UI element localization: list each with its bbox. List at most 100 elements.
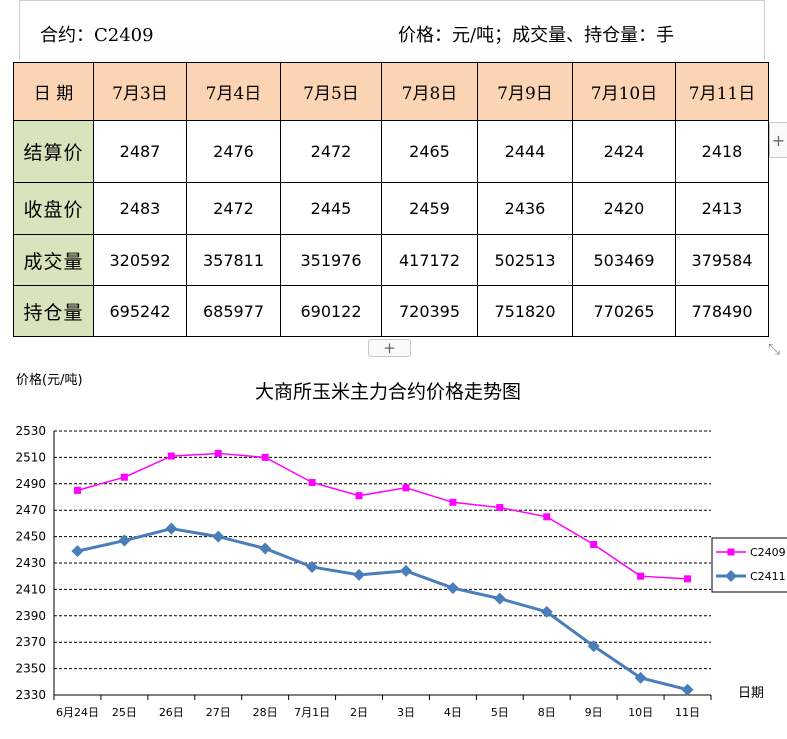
x-tick-label: 26日 xyxy=(159,706,184,719)
data-point xyxy=(684,575,692,583)
legend-label: C2411 xyxy=(750,570,786,583)
row-label: 持仓量 xyxy=(13,285,94,337)
data-point xyxy=(214,449,222,457)
y-tick-label: 2530 xyxy=(15,424,46,438)
table-cell: 2444 xyxy=(477,120,573,183)
table-cell: 2487 xyxy=(93,120,187,183)
table-cell: 2472 xyxy=(280,120,382,183)
x-tick-label: 27日 xyxy=(206,706,231,719)
y-tick-label: 2470 xyxy=(15,503,46,517)
header-cell-day: 7月11日 xyxy=(675,62,769,121)
legend-marker xyxy=(725,570,737,582)
x-tick-label: 6月24日 xyxy=(56,706,99,719)
y-tick-label: 2410 xyxy=(15,582,46,596)
y-axis-label: 价格(元/吨) xyxy=(16,372,83,388)
table-cell: 778490 xyxy=(675,285,769,337)
table-row: 持仓量 695242 685977 690122 720395 751820 7… xyxy=(13,285,769,337)
table-cell: 2459 xyxy=(381,182,478,235)
table-header-row: 日 期 7月3日 7月4日 7月5日 7月8日 7月9日 7月10日 7月11日 xyxy=(13,62,769,121)
table-cell: 2445 xyxy=(280,182,382,235)
table-cell: 720395 xyxy=(381,285,478,337)
table-cell: 357811 xyxy=(186,234,281,286)
header-cell-day: 7月5日 xyxy=(280,62,382,121)
x-tick-label: 3日 xyxy=(397,706,415,719)
x-tick-label: 7月1日 xyxy=(294,706,330,719)
y-tick-label: 2330 xyxy=(15,688,46,702)
row-label: 结算价 xyxy=(13,120,94,183)
table-cell: 379584 xyxy=(675,234,769,286)
table-cell: 502513 xyxy=(477,234,573,286)
data-point xyxy=(118,534,131,547)
y-tick-label: 2490 xyxy=(15,477,46,491)
table-cell: 2420 xyxy=(572,182,676,235)
y-tick-label: 2510 xyxy=(15,450,46,464)
table-cell: 685977 xyxy=(186,285,281,337)
header-cell-day: 7月8日 xyxy=(381,62,478,121)
y-tick-label: 2390 xyxy=(15,609,46,623)
header-cell-date: 日 期 xyxy=(13,62,94,121)
x-tick-label: 28日 xyxy=(253,706,278,719)
data-point xyxy=(165,522,178,535)
grid-lines xyxy=(53,430,711,696)
table-row: 收盘价 2483 2472 2445 2459 2436 2420 2413 xyxy=(13,182,769,235)
chart-title: 大商所玉米主力合约价格走势图 xyxy=(255,381,521,403)
table-cell: 695242 xyxy=(93,285,187,337)
x-tick-label: 4日 xyxy=(444,706,462,719)
table-cell: 2476 xyxy=(186,120,281,183)
y-tick-labels: 2330 2350 2370 2390 2410 2430 2450 2470 2490 2510… xyxy=(15,424,46,702)
data-point xyxy=(587,640,600,653)
units-label: 价格：元/吨；成交量、持仓量：手 xyxy=(398,25,675,46)
data-point xyxy=(590,541,598,549)
data-point xyxy=(259,542,272,555)
table-cell: 690122 xyxy=(280,285,382,337)
y-tick-label: 2430 xyxy=(15,556,46,570)
table-cell: 2483 xyxy=(93,182,187,235)
x-tick-label: 25日 xyxy=(112,706,137,719)
series-line-C2409 xyxy=(77,452,688,580)
price-trend-chart: 价格(元/吨) 大商所玉米主力合约价格走势图 日期 23302350237023… xyxy=(15,372,787,719)
table-cell: 2436 xyxy=(477,182,573,235)
table-cell: 2413 xyxy=(675,182,769,235)
data-point xyxy=(681,683,694,696)
legend-marker xyxy=(727,548,735,556)
add-column-button[interactable]: + xyxy=(769,122,787,158)
row-label: 成交量 xyxy=(13,234,94,286)
data-point xyxy=(355,492,363,500)
data-point xyxy=(212,530,225,543)
header-cell-day: 7月10日 xyxy=(572,62,676,121)
table-cell: 351976 xyxy=(280,234,382,286)
data-point xyxy=(493,592,506,605)
data-point xyxy=(402,484,410,492)
legend-box xyxy=(711,537,787,593)
data-point xyxy=(71,545,84,558)
data-point xyxy=(120,473,128,481)
x-tick-label: 2日 xyxy=(350,706,368,719)
data-point xyxy=(540,605,553,618)
y-tick-label: 2450 xyxy=(15,530,46,544)
x-tick-label: 11日 xyxy=(675,706,700,719)
table-cell: 2465 xyxy=(381,120,478,183)
header-cell-day: 7月9日 xyxy=(477,62,573,121)
data-point xyxy=(353,568,366,581)
series-line-C2411 xyxy=(77,527,688,692)
resize-handle-icon[interactable]: ⤡ xyxy=(768,340,781,358)
add-row-button[interactable]: + xyxy=(368,339,411,357)
row-label: 收盘价 xyxy=(13,182,94,235)
x-tick-label: 5日 xyxy=(491,706,509,719)
data-point xyxy=(634,671,647,684)
table-cell: 2424 xyxy=(572,120,676,183)
x-tick-label: 10日 xyxy=(628,706,653,719)
data-point xyxy=(73,486,81,494)
y-tick-label: 2370 xyxy=(15,635,46,649)
x-axis-label: 日期 xyxy=(738,686,764,701)
data-point xyxy=(637,572,645,580)
header-box: 合约：C2409 价格：元/吨；成交量、持仓量：手 xyxy=(19,0,765,60)
data-point xyxy=(167,452,175,460)
data-point xyxy=(399,564,412,577)
data-point xyxy=(306,560,319,573)
table-cell: 503469 xyxy=(572,234,676,286)
table-cell: 2418 xyxy=(675,120,769,183)
table-row: 结算价 2487 2476 2472 2465 2444 2424 2418 xyxy=(13,120,769,183)
header-cell-day: 7月3日 xyxy=(93,62,187,121)
data-point xyxy=(261,453,269,461)
